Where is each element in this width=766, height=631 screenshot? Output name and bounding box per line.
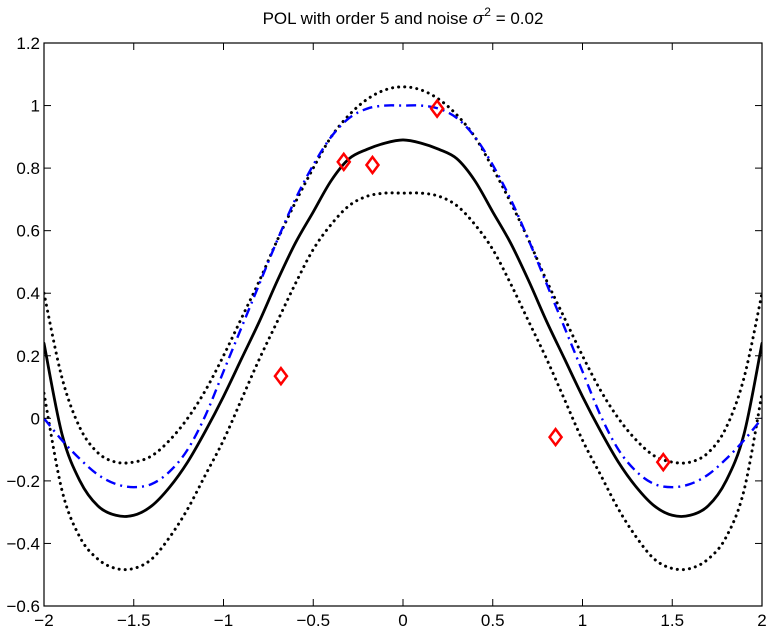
chart-title: POL with order 5 and noise σ2 = 0.02 (263, 5, 544, 29)
x-tick-label: 1.5 (660, 611, 684, 630)
data-point-5 (548, 427, 564, 448)
x-tick-label: 2 (757, 611, 766, 630)
data-point-1 (273, 366, 289, 387)
ticks-layer: −2 −1.5 −1 −0.5 0 0.5 1 1.5 2 −0.6 −0.4 −0.2 0 0.2 0.4… (6, 34, 766, 630)
series-layer (44, 85, 762, 572)
y-tick-label: 0.2 (16, 347, 40, 366)
y-tick-label: −0.4 (6, 534, 40, 553)
series-line-2-solid (44, 138, 762, 518)
title-prefix: POL with order 5 and noise (263, 9, 473, 28)
y-tick-label: 0 (31, 409, 40, 428)
y-tick-label: 1 (31, 97, 40, 116)
y-tick-label: 0.4 (16, 284, 40, 303)
y-tick-label: 0.8 (16, 159, 40, 178)
y-tick-label: 1.2 (16, 34, 40, 53)
series-line-3-dotted (44, 191, 762, 572)
title-exponent: 2 (484, 5, 491, 19)
x-tick-label: −0.5 (296, 611, 330, 630)
data-point-3 (364, 154, 381, 176)
data-point-6 (655, 452, 671, 473)
x-tick-label: −2 (34, 611, 53, 630)
title-sigma: σ (473, 9, 485, 29)
series-line-1-dotted (44, 85, 762, 465)
y-tick-label: −0.2 (6, 472, 40, 491)
points-layer (273, 98, 671, 473)
y-tick-label: 0.6 (16, 222, 40, 241)
x-tick-label: 0.5 (481, 611, 505, 630)
x-tick-label: −1 (214, 611, 233, 630)
y-tick-label: −0.6 (6, 597, 40, 616)
plot-frame (43, 42, 763, 607)
title-suffix: = 0.02 (491, 9, 543, 28)
x-tick-label: −1.5 (117, 611, 151, 630)
x-tick-label: 1 (578, 611, 587, 630)
data-point-4 (429, 98, 445, 119)
data-point-2 (336, 151, 352, 172)
x-tick-label: 0 (398, 611, 407, 630)
